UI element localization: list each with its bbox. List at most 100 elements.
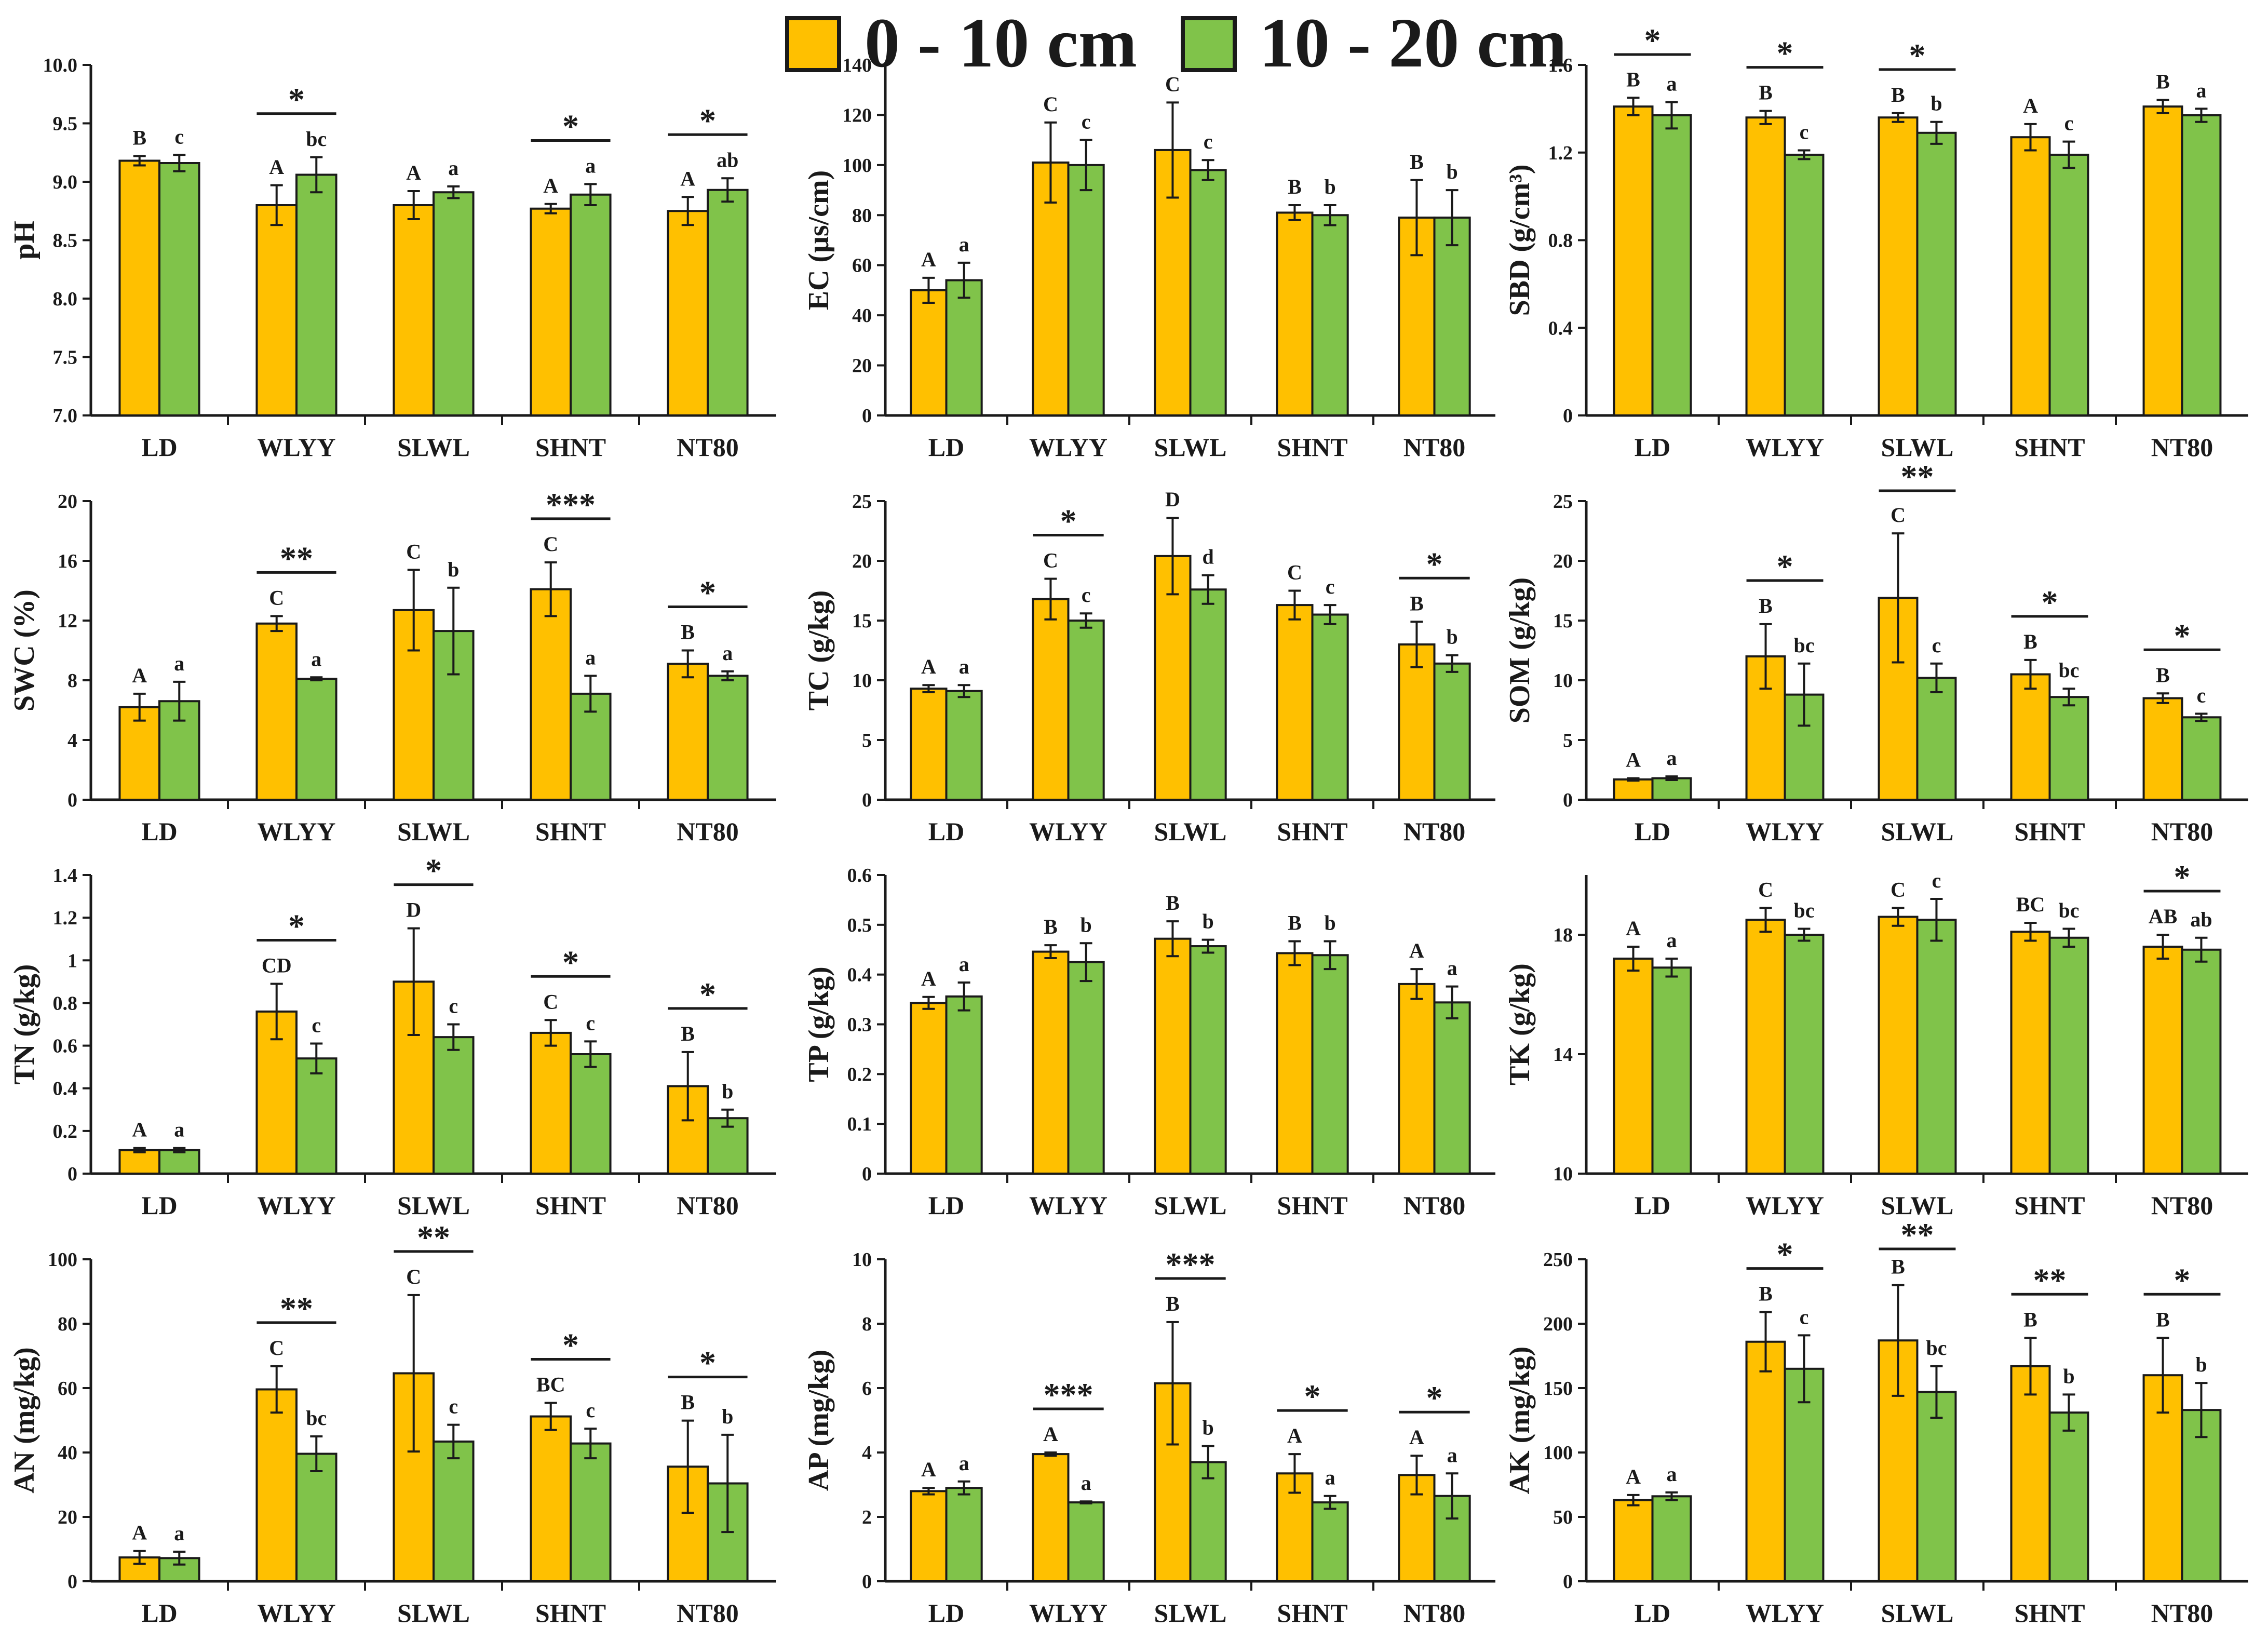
- chart-11-x-tick-label: WLYY: [1029, 1598, 1108, 1627]
- chart-11-bar-series1: [1154, 1382, 1192, 1582]
- chart-6-y-tick-label: 20: [1553, 550, 1573, 572]
- chart-2-y-tick-label: 120: [842, 104, 872, 126]
- chart-4-bar-series2: [295, 678, 338, 801]
- chart-7-bar-series2: [570, 1053, 612, 1175]
- chart-7-bar-series2: [433, 1036, 475, 1175]
- chart-10-y-tick-label: 60: [58, 1378, 77, 1400]
- chart-8-bar-series1: [1032, 950, 1070, 1175]
- chart-11-bar-series2: [1311, 1501, 1349, 1583]
- chart-7-y-tick-label: 0.8: [53, 992, 78, 1014]
- chart-2-x-tick-label: NT80: [1403, 433, 1465, 462]
- chart-1-significance-label: *: [288, 81, 305, 118]
- chart-11-y-tick-label: 0: [862, 1571, 872, 1593]
- chart-12-letter-label: bc: [1926, 1336, 1947, 1360]
- chart-6-x-tick-label: WLYY: [1746, 817, 1824, 846]
- chart-5-y-tick-label: 5: [862, 730, 872, 751]
- chart-2-bar-series1: [1032, 162, 1070, 416]
- chart-9-x-tick-label: LD: [1635, 1191, 1670, 1220]
- chart-4-letter-label: B: [681, 621, 695, 644]
- chart-2-x-tick-label: SHNT: [1277, 433, 1347, 462]
- chart-1-y-tick-label: 10.0: [43, 55, 78, 76]
- chart-10-y-tick-label: 0: [68, 1571, 77, 1593]
- chart-9-letter-label: AB: [2149, 905, 2178, 928]
- chart-10-y-tick-label: 20: [58, 1507, 77, 1528]
- chart-11-bar-series1: [1032, 1453, 1070, 1583]
- chart-11-letter-label: A: [1409, 1425, 1424, 1449]
- chart-12-y-tick-label: 0: [1563, 1571, 1573, 1593]
- chart-5-y-tick-label: 0: [862, 789, 872, 811]
- chart-8-y-tick-label: 0.1: [847, 1113, 872, 1135]
- chart-9-letter-label: A: [1626, 917, 1641, 940]
- chart-8-x-tick-label: LD: [928, 1191, 964, 1220]
- legend-label-series1: 0 - 10 cm: [865, 4, 1137, 82]
- chart-2-bar-series2: [945, 279, 983, 417]
- chart-3-x-tick-label: LD: [1635, 433, 1670, 462]
- chart-8-bar-series1: [1398, 983, 1436, 1175]
- chart-4-bar-series1: [667, 663, 709, 801]
- chart-7-x-tick-label: LD: [141, 1191, 177, 1220]
- chart-3-letter-label: a: [1666, 72, 1677, 96]
- chart-1-letter-label: A: [269, 155, 284, 179]
- chart-9-bar-series1: [2010, 931, 2051, 1175]
- chart-5-letter-label: a: [959, 655, 969, 678]
- chart-10-x-tick-label: LD: [141, 1598, 177, 1627]
- chart-1-y-tick-label: 9.0: [53, 171, 78, 193]
- chart-2-letter-label: B: [1410, 150, 1424, 173]
- chart-1-letter-label: A: [406, 161, 421, 184]
- chart-10-x-tick-label: SHNT: [535, 1598, 606, 1627]
- chart-1-letter-label: A: [543, 174, 558, 197]
- chart-3-bar-series1: [1745, 116, 1786, 416]
- chart-10-letter-label: C: [269, 1336, 284, 1360]
- chart-6-letter-label: c: [2197, 683, 2206, 707]
- legend: 0 - 10 cm 10 - 20 cm: [785, 4, 1567, 82]
- chart-4-y-tick-label: 4: [68, 730, 77, 751]
- chart-2-y-tick-label: 20: [852, 355, 872, 377]
- chart-1-bar-series2: [295, 173, 338, 416]
- chart-3-bar-series1: [1613, 105, 1654, 416]
- chart-8-y-tick-label: 0.5: [847, 914, 872, 936]
- chart-1-letter-label: a: [585, 154, 596, 178]
- chart-6-letter-label: B: [2156, 663, 2170, 687]
- chart-7-x-tick-label: WLYY: [258, 1191, 336, 1220]
- chart-6-x-tick-label: SHNT: [2014, 817, 2085, 846]
- chart-3-letter-label: B: [1626, 68, 1640, 91]
- chart-12-significance-label: *: [2174, 1261, 2191, 1298]
- chart-4-letter-label: a: [311, 647, 321, 670]
- chart-3-x-tick-label: SHNT: [2014, 433, 2085, 462]
- chart-2-letter-label: b: [1324, 175, 1335, 198]
- chart-11-bar-series2: [1067, 1501, 1105, 1583]
- chart-7-y-label: TN (g/kg): [8, 964, 40, 1085]
- chart-1-bar-series2: [707, 189, 749, 416]
- chart-4-letter-label: a: [174, 652, 184, 675]
- chart-9-x-tick-label: WLYY: [1746, 1191, 1824, 1220]
- chart-10-y-tick-label: 100: [48, 1249, 77, 1271]
- chart-9-letter-label: ab: [2190, 908, 2212, 931]
- chart-12-y-tick-label: 200: [1543, 1313, 1573, 1335]
- chart-7-x-tick-label: NT80: [677, 1191, 738, 1220]
- chart-3-bar-series1: [2142, 105, 2183, 416]
- chart-2: 0 20 40 60 80 100 120 140 EC (μs/cm) Aa LD Cc WLYY Cc…: [803, 55, 1495, 462]
- chart-10-letter-label: b: [722, 1405, 733, 1428]
- chart-11-letter-label: A: [1043, 1422, 1058, 1446]
- chart-2-letter-label: c: [1082, 110, 1091, 133]
- chart-6-bar-series2: [1651, 777, 1692, 801]
- chart-6-bar-series2: [2181, 716, 2222, 801]
- chart-4-x-tick-label: SHNT: [535, 817, 606, 846]
- chart-6-letter-label: bc: [2058, 658, 2079, 682]
- chart-3-significance-label: *: [1644, 22, 1661, 59]
- chart-12-y-tick-label: 150: [1543, 1378, 1573, 1400]
- chart-7-y-tick-label: 1: [68, 950, 77, 972]
- chart-8-x-tick-label: SHNT: [1277, 1191, 1347, 1220]
- chart-7-significance-label: *: [562, 944, 579, 980]
- chart-12-significance-label: **: [1901, 1216, 1934, 1253]
- chart-8-y-tick-label: 0: [862, 1163, 872, 1185]
- chart-8-y-tick-label: 0.2: [847, 1064, 872, 1085]
- chart-8-letter-label: A: [921, 967, 936, 990]
- chart-9-bar-series1: [1878, 916, 1919, 1175]
- chart-8-x-tick-label: NT80: [1403, 1191, 1465, 1220]
- chart-5-letter-label: b: [1446, 625, 1457, 649]
- chart-6-significance-label: *: [1777, 548, 1793, 585]
- chart-2-letter-label: A: [921, 248, 936, 271]
- chart-5-x-tick-label: NT80: [1403, 817, 1465, 846]
- chart-3-x-tick-label: WLYY: [1746, 433, 1824, 462]
